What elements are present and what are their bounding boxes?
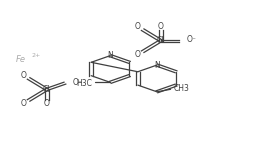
Text: 2+: 2+ (32, 53, 41, 58)
Text: Fe: Fe (16, 55, 26, 64)
Text: O: O (20, 71, 26, 80)
Text: O⁻: O⁻ (72, 78, 82, 87)
Text: O⁻: O⁻ (186, 35, 196, 44)
Text: O: O (44, 99, 50, 108)
Text: O: O (158, 22, 164, 31)
Text: Cl: Cl (157, 36, 165, 45)
Text: CH3: CH3 (173, 84, 189, 93)
Text: H3C: H3C (76, 79, 92, 88)
Text: N: N (154, 61, 160, 70)
Text: O: O (135, 50, 140, 59)
Text: Cl: Cl (43, 85, 51, 94)
Text: O: O (135, 22, 140, 31)
Text: N: N (107, 51, 113, 60)
Text: O: O (20, 99, 26, 108)
